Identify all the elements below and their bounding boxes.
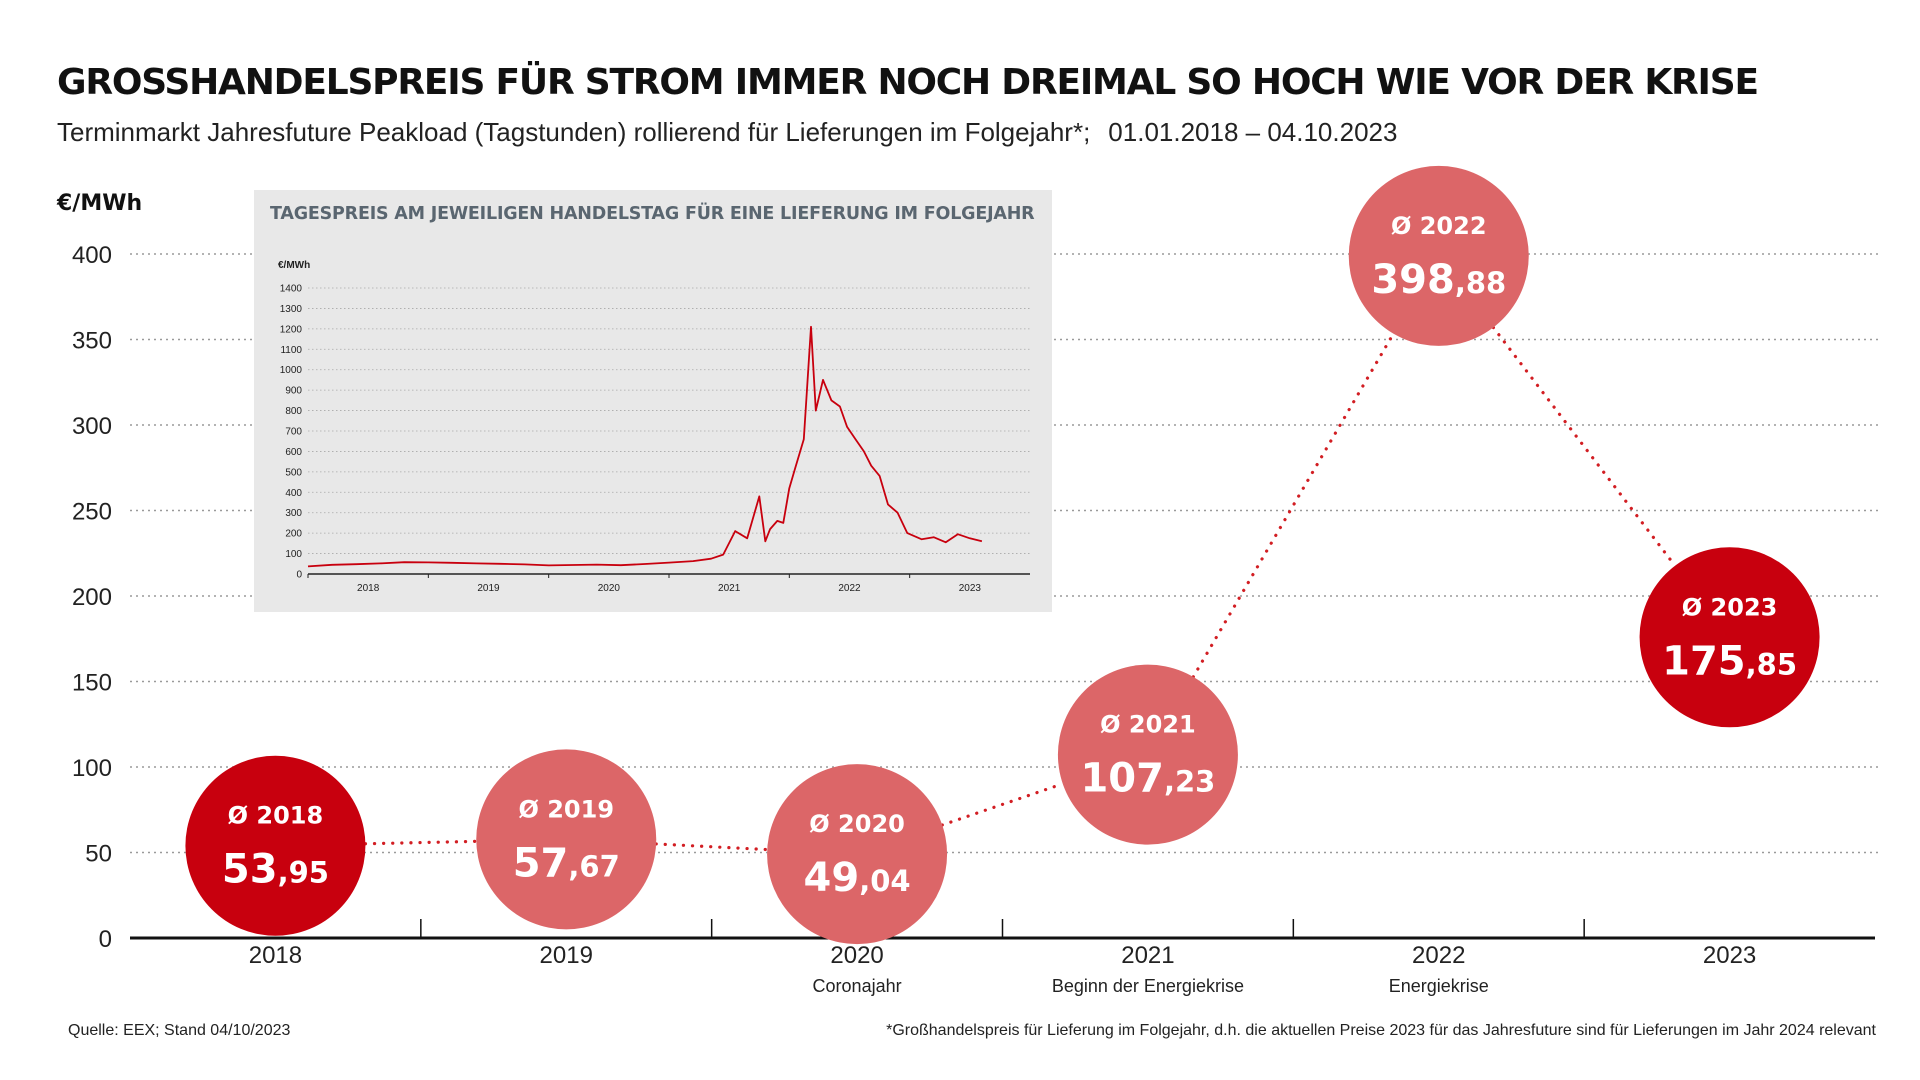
main-y-tick-labels: 0 50 100 150 200 250 300 350 400 [72,242,112,953]
y-tick-label: 250 [72,499,112,526]
bubble-circle [476,749,657,930]
category-label: 2018 [249,942,302,969]
average-bubbles: Ø 2018 53,95 Ø 2019 57,67 Ø 2020 49,04 Ø 2021 1… [185,165,1820,945]
inset-x-tick-label: 2018 [357,583,380,594]
connector-line [654,842,769,852]
bubble-value-label: 175,85 [1662,638,1797,684]
average-bubble: Ø 2021 107,23 [1057,664,1238,845]
inset-y-tick-label: 300 [285,508,302,519]
inset-x-tick-label: 2022 [838,583,861,594]
bubble-year-label: Ø 2021 [1100,711,1196,739]
page-subtitle: Terminmarkt Jahresfuture Peakload (Tagst… [57,117,1877,148]
bubble-year-label: Ø 2022 [1391,212,1487,240]
bubble-value-label: 49,04 [804,855,911,901]
bubble-year-label: Ø 2019 [518,795,614,823]
average-bubble: Ø 2023 175,85 [1639,547,1820,728]
connector-line [1191,332,1396,679]
bubble-year-label: Ø 2018 [228,802,324,830]
inset-y-tick-label: 0 [296,570,302,581]
inset-y-tick-label: 400 [285,488,302,499]
inset-y-tick-labels: 0 100 200 300 400 500 600 700 800 900 1000 1100 1200… [280,284,303,581]
footnote: *Großhandelspreis für Lieferung im Folge… [886,1022,1876,1039]
category-label: 2023 [1703,942,1756,969]
inset-y-tick-label: 1100 [280,345,302,356]
inset-title: TAGESPREIS AM JEWEILIGEN HANDELSTAG FÜR … [270,202,1035,224]
inset-y-tick-label: 1300 [280,304,303,315]
subtitle-main: Terminmarkt Jahresfuture Peakload (Tagst… [57,117,1091,147]
bubble-value-label: 107,23 [1080,756,1215,802]
inset-y-tick-label: 700 [285,427,302,438]
bubble-circle [185,755,366,936]
average-connector-lines [363,325,1677,852]
y-tick-label: 100 [72,755,112,782]
inset-background [254,190,1052,612]
inset-y-tick-label: 1400 [280,284,303,295]
inset-y-tick-label: 200 [285,529,302,540]
inset-y-tick-label: 900 [285,386,302,397]
main-x-axis [130,919,1875,940]
category-note: Beginn der Energiekrise [1052,976,1244,996]
bubble-circle [1057,664,1238,845]
y-tick-label: 0 [99,926,112,953]
inset-y-axis-label: €/MWh [278,260,310,271]
category-label: 2021 [1121,942,1174,969]
y-tick-label: 50 [85,841,112,868]
inset-y-tick-label: 800 [285,406,302,417]
y-tick-label: 150 [72,670,112,697]
main-x-tick-labels: 2018 2019 2020 Coronajahr 2021 Beginn der Ene… [249,942,1757,996]
average-bubble: Ø 2022 398,88 [1348,165,1529,346]
bubble-value-label: 398,88 [1371,257,1506,303]
bubble-circle [1639,547,1820,728]
average-bubble: Ø 2020 49,04 [767,764,948,945]
source-note: Quelle: EEX; Stand 04/10/2023 [68,1022,291,1039]
inset-y-tick-label: 1000 [280,365,303,376]
category-note: Coronajahr [813,976,902,996]
connector-line [363,839,478,846]
category-note: Energiekrise [1389,976,1489,996]
y-tick-label: 350 [72,328,112,355]
inset-x-tick-label: 2023 [959,583,982,594]
inset-price-line [307,325,983,568]
inset-x-tick-labels: 2018 2019 2020 2021 2022 2023 [307,574,982,594]
bubble-circle [767,764,948,945]
average-bubble: Ø 2018 53,95 [185,755,366,936]
y-tick-label: 200 [72,584,112,611]
inset-y-tick-label: 500 [285,467,302,478]
category-label: 2020 [830,942,883,969]
inset-y-tick-label: 1200 [280,324,303,335]
y-tick-label: 300 [72,413,112,440]
inset-y-tick-label: 600 [285,447,302,458]
page-title: GROSSHANDELSPREIS FÜR STROM IMMER NOCH D… [57,62,1759,103]
bubble-year-label: Ø 2023 [1682,593,1778,621]
category-label: 2019 [540,942,593,969]
inset-x-tick-label: 2019 [477,583,500,594]
bubble-year-label: Ø 2020 [809,810,905,838]
main-gridlines [130,253,1880,854]
bubble-value-label: 53,95 [222,847,329,893]
inset-x-tick-label: 2020 [598,583,621,594]
y-tick-label: 400 [72,242,112,269]
main-y-axis-label: €/MWh [56,191,142,216]
connector-line [940,782,1065,827]
connector-line [1491,325,1677,568]
inset-x-tick-label: 2021 [718,583,741,594]
inset-y-tick-label: 100 [285,549,302,560]
subtitle-period: 01.01.2018 – 04.10.2023 [1108,117,1398,147]
category-label: 2022 [1412,942,1465,969]
average-bubble: Ø 2019 57,67 [476,749,657,930]
inset-chart: TAGESPREIS AM JEWEILIGEN HANDELSTAG FÜR … [254,190,1052,612]
bubble-circle [1348,165,1529,346]
bubble-value-label: 57,67 [513,840,620,886]
